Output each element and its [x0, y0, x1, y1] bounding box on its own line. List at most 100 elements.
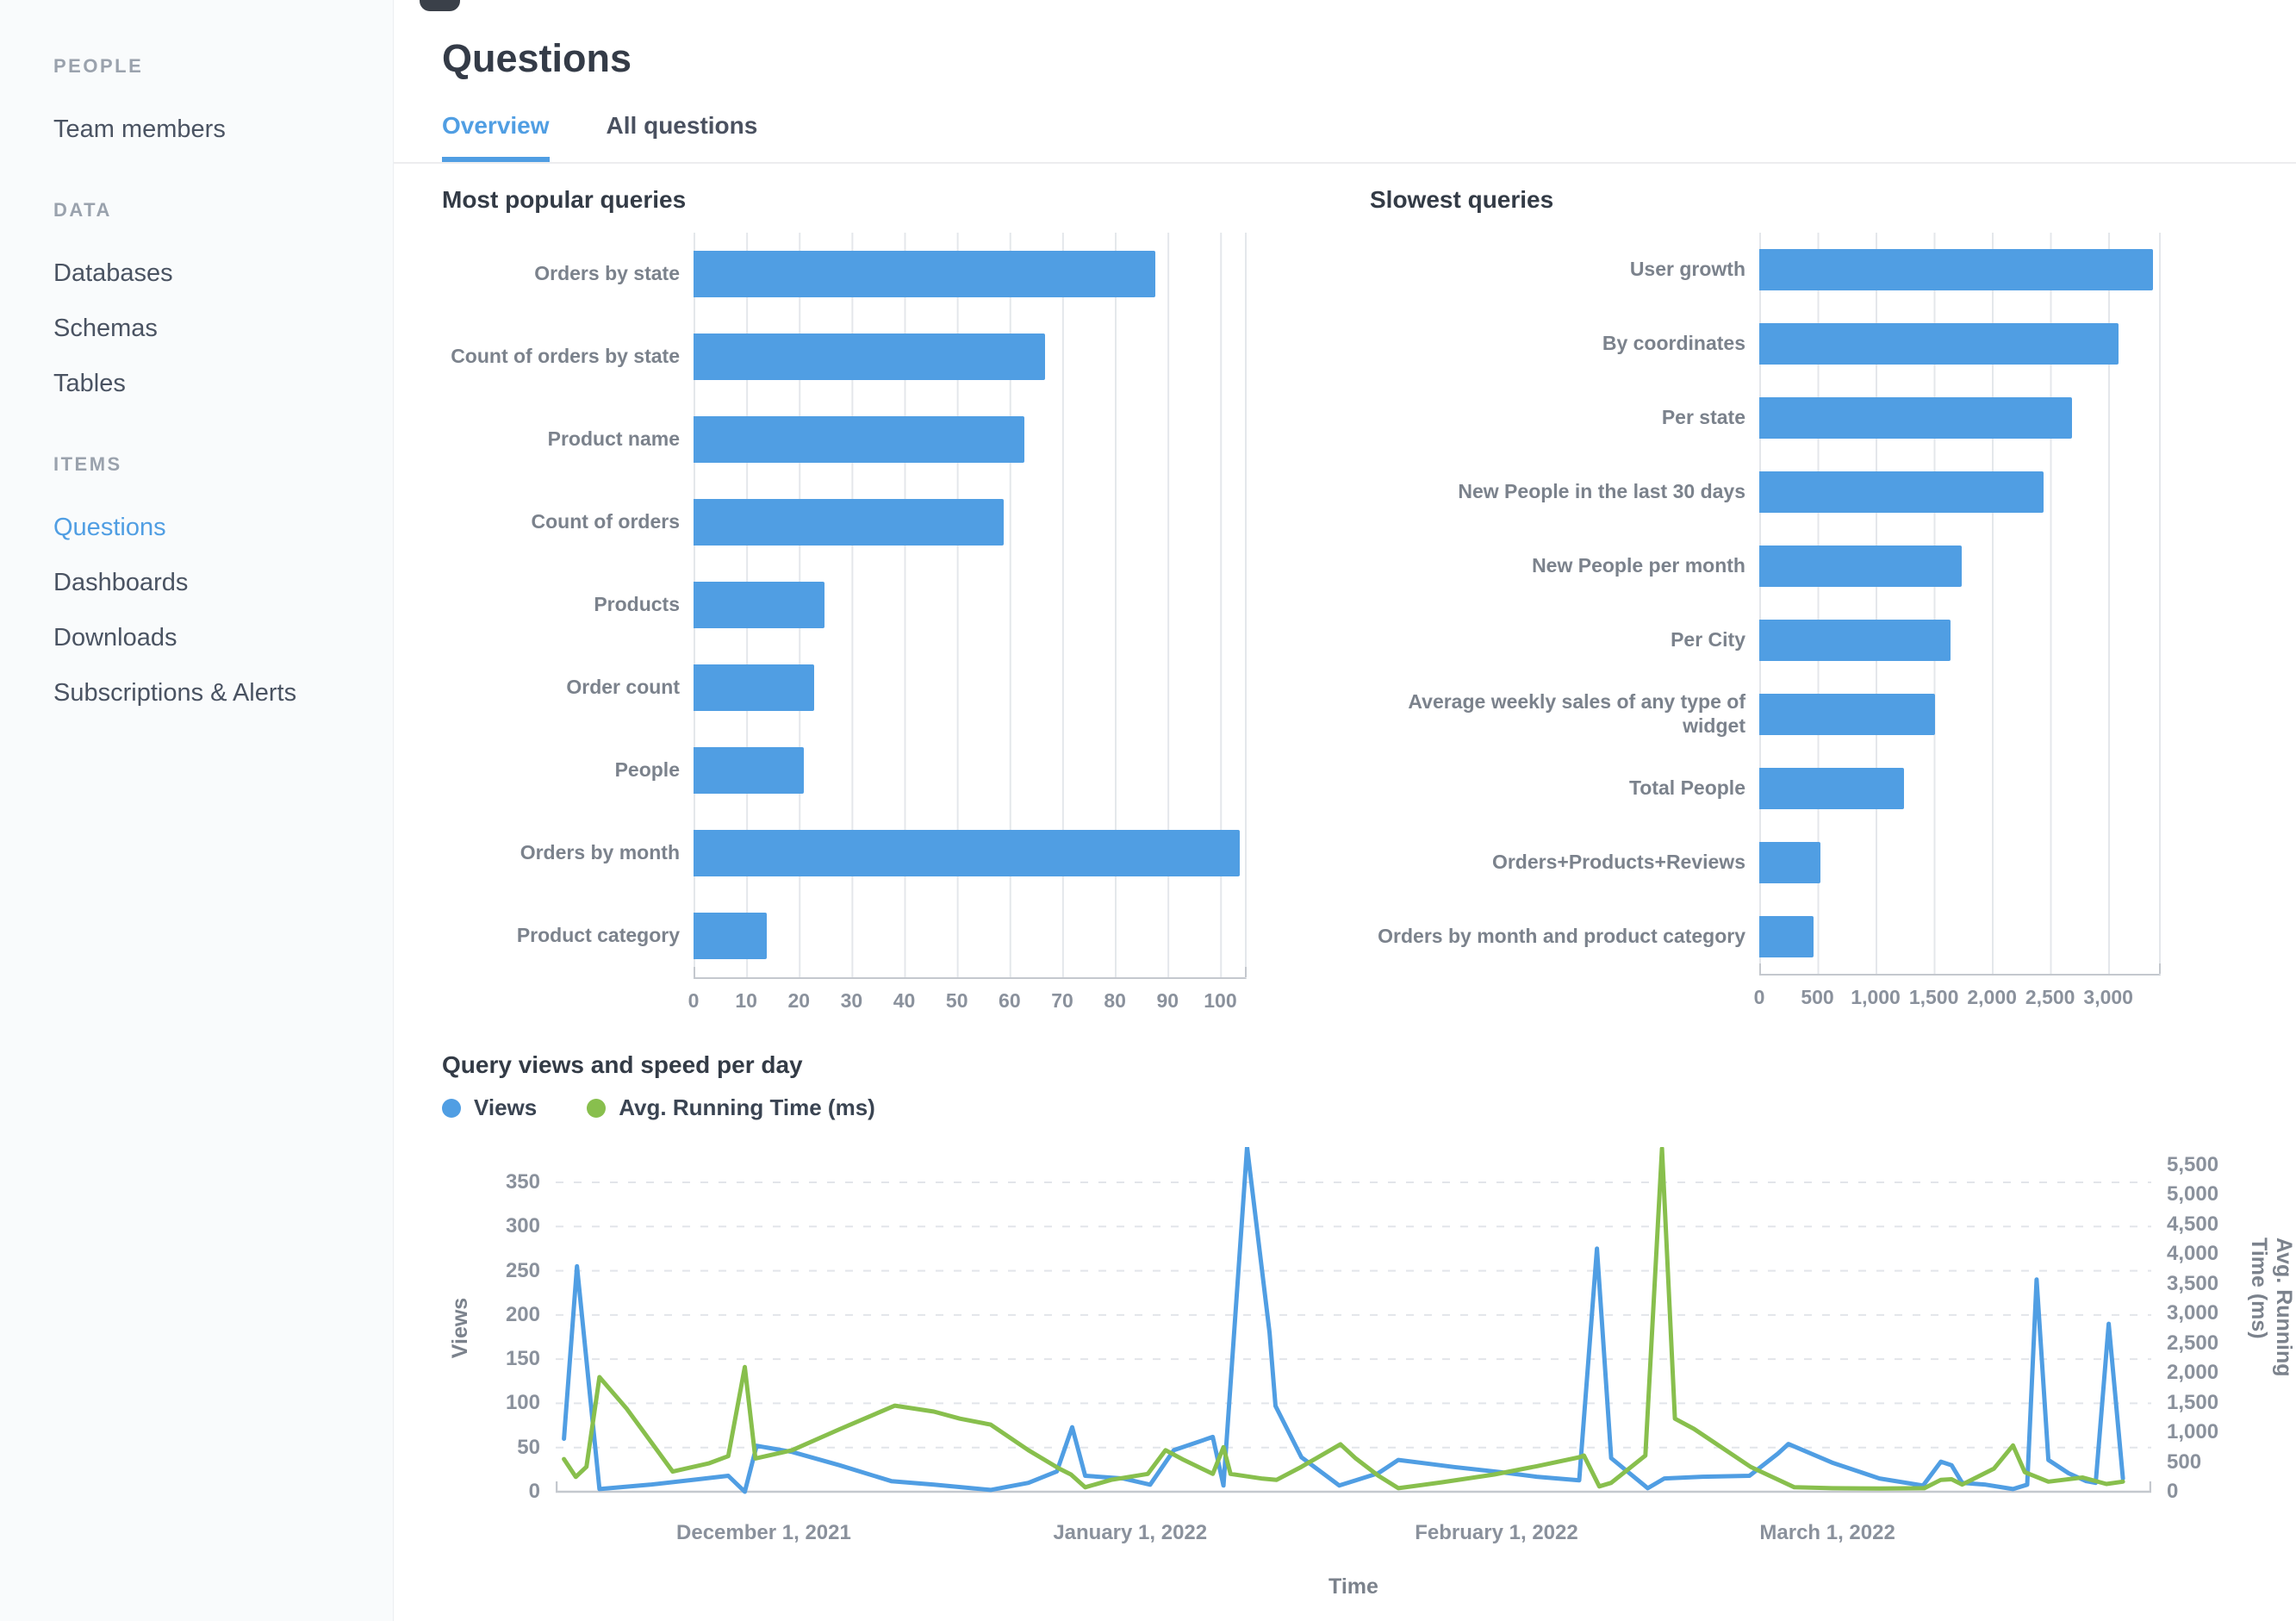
y-right-tick-label: 0 [2167, 1480, 2179, 1503]
legend-item-avg-running-time[interactable]: Avg. Running Time (ms) [587, 1094, 875, 1121]
bar[interactable] [694, 416, 1024, 463]
x-tick-label: January 1, 2022 [1053, 1521, 1208, 1544]
y-left-tick-label: 0 [528, 1480, 540, 1503]
bar[interactable] [694, 499, 1004, 546]
chart-title: Query views and speed per day [442, 1051, 803, 1078]
sidebar-item-databases[interactable]: Databases [53, 259, 173, 287]
x-tick-label: February 1, 2022 [1415, 1521, 1578, 1544]
bar[interactable] [1759, 546, 1963, 587]
y-left-tick-label: 150 [505, 1347, 540, 1371]
y-left-tick-label: 50 [517, 1435, 540, 1459]
tab-all-questions[interactable]: All questions [606, 112, 758, 139]
bar[interactable] [1759, 249, 2154, 290]
bar[interactable] [1759, 916, 1814, 957]
x-tick-label: 60 [999, 989, 1021, 1012]
y-left-tick-label: 300 [505, 1214, 540, 1238]
chart-most-popular-queries: Most popular queries Orders by state Coun… [442, 186, 1247, 1019]
x-tick-label: 20 [787, 989, 811, 1012]
y-left-tick-label: 200 [505, 1302, 540, 1326]
bar[interactable] [1759, 620, 1951, 661]
sidebar-item-downloads[interactable]: Downloads [53, 624, 177, 652]
bar[interactable] [1759, 768, 1905, 809]
bar[interactable] [1759, 397, 2073, 439]
x-tick-label: 10 [735, 989, 757, 1012]
bar-category-label: Per City [1671, 628, 1745, 652]
bar-row [1759, 677, 2159, 751]
x-tick-label: 40 [893, 989, 916, 1012]
bar-row [694, 812, 1245, 895]
bar[interactable] [694, 747, 804, 794]
sidebar-item-dashboards[interactable]: Dashboards [53, 569, 189, 596]
x-axis-line [556, 1481, 2151, 1493]
bar-row [1759, 381, 2159, 455]
chart-slowest-queries: Slowest queries User growth By coordinate… [1370, 186, 2161, 1019]
admin-sidebar: PEOPLE Team members DATA Databases Schem… [0, 0, 394, 1621]
chart-legend: Views Avg. Running Time (ms) [442, 1094, 2296, 1121]
sidebar-section-title-data: DATA [53, 199, 112, 221]
legend-label: Views [474, 1094, 538, 1120]
views-legend-dot-icon [442, 1098, 461, 1118]
x-tick-label: 2,500 [2025, 986, 2075, 1008]
main-content: Questions Overview All questions Most po… [394, 0, 2296, 1621]
y-axis-label-views: Views [448, 1297, 472, 1359]
bar[interactable] [1759, 694, 1936, 735]
bar[interactable] [1759, 471, 2044, 513]
bar[interactable] [1759, 842, 1821, 883]
x-tick-label: 90 [1156, 989, 1179, 1012]
page-title: Questions [442, 36, 632, 80]
bar-rows [1759, 233, 2161, 976]
x-tick-label: 1,500 [1908, 986, 1959, 1008]
y-right-tick-label: 5,000 [2167, 1182, 2219, 1206]
bar[interactable] [1759, 323, 2119, 365]
sidebar-item-tables[interactable]: Tables [53, 370, 126, 397]
bar-row [694, 398, 1245, 481]
series-line-avg-running-time[interactable] [562, 1147, 2125, 1491]
sidebar-item-team-members[interactable]: Team members [53, 115, 226, 143]
bar-category-label: Count of orders [531, 510, 681, 533]
bar[interactable] [694, 664, 815, 711]
bar[interactable] [694, 251, 1156, 297]
sidebar-section-data: DATA Databases Schemas Tables [53, 199, 393, 396]
tab-bar: Overview All questions [394, 112, 2296, 164]
bar-category-label: Orders by month and product category [1378, 925, 1745, 948]
bar-category-label: Average weekly sales of any type of widg… [1408, 690, 1745, 737]
bar-category-label: Total People [1628, 776, 1745, 800]
bar[interactable] [694, 830, 1240, 876]
bar-labels-column: Orders by state Count of orders by state P… [442, 233, 694, 1019]
bar[interactable] [694, 334, 1046, 380]
x-tick-label: 500 [1801, 986, 1834, 1008]
cutoff-nav-fragment [420, 0, 460, 11]
y-left-tick-label: 350 [505, 1170, 540, 1194]
sidebar-section-items: ITEMS Questions Dashboards Downloads Sub… [53, 453, 393, 706]
legend-item-views[interactable]: Views [442, 1094, 537, 1121]
line-chart-svg[interactable] [556, 1147, 2151, 1514]
y-left-tick-label: 250 [505, 1258, 540, 1282]
bar-category-label: Product category [516, 924, 680, 947]
bar[interactable] [694, 582, 825, 628]
x-tick-label: 30 [840, 989, 863, 1012]
sidebar-item-questions[interactable]: Questions [53, 514, 166, 541]
y-right-tick-label: 500 [2167, 1450, 2202, 1474]
avg-running-time-legend-dot-icon [587, 1098, 607, 1118]
bar-row [1759, 751, 2159, 826]
sidebar-item-subscriptions-alerts[interactable]: Subscriptions & Alerts [53, 679, 297, 707]
bar-category-label: Orders by state [534, 262, 680, 285]
bar-row [1759, 307, 2159, 381]
y-right-tick-label: 4,000 [2167, 1242, 2219, 1266]
tab-overview[interactable]: Overview [442, 112, 550, 162]
bar-category-label: Orders+Products+Reviews [1491, 851, 1745, 874]
x-tick-label: 80 [1104, 989, 1126, 1012]
bar-rows [694, 233, 1247, 979]
y-right-tick-label: 1,000 [2167, 1420, 2219, 1444]
bar-plot: 0 500 1,000 1,500 2,000 2,500 3,000 [1754, 233, 2161, 1015]
bar-row [694, 481, 1245, 564]
bar-row [694, 233, 1245, 315]
sidebar-item-schemas[interactable]: Schemas [53, 315, 158, 342]
bar-category-label: Product name [547, 427, 680, 451]
y-right-tick-label: 5,500 [2167, 1153, 2219, 1176]
bar-plot: 0 10 20 30 40 50 60 70 80 90 100 [688, 233, 1247, 1019]
series-line-views[interactable] [562, 1147, 2125, 1494]
bar[interactable] [694, 913, 768, 959]
x-tick-label: 0 [1753, 986, 1765, 1008]
y-right-tick-label: 2,000 [2167, 1361, 2219, 1385]
